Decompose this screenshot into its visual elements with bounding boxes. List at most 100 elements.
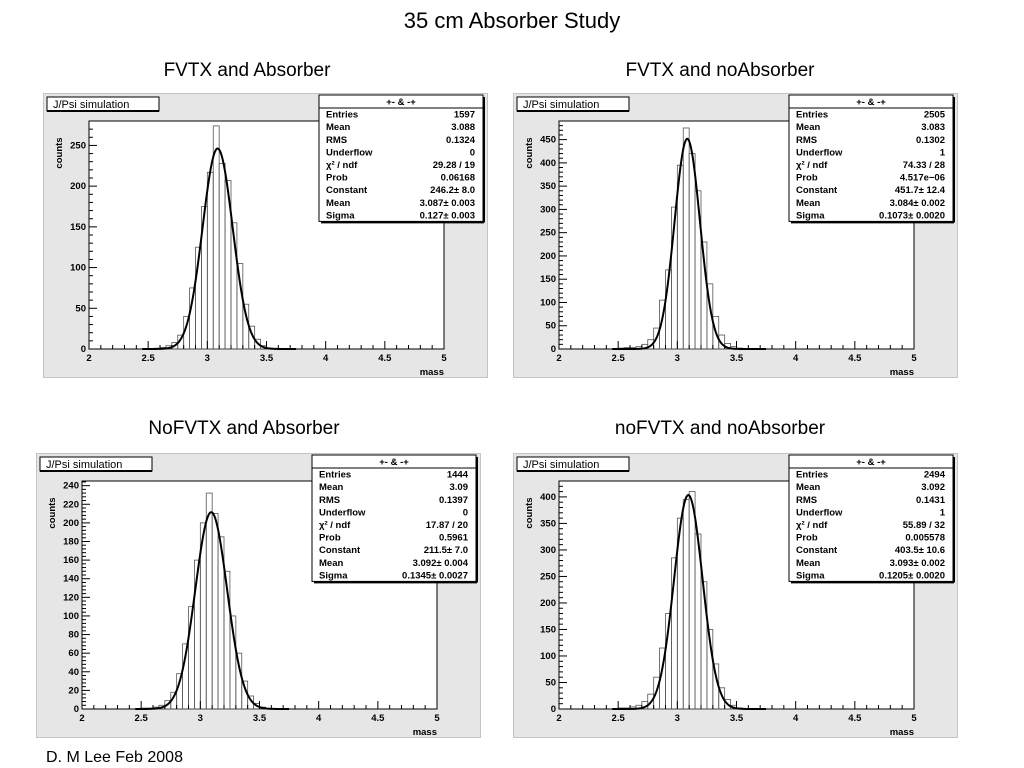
x-axis-label: mass <box>420 367 444 378</box>
y-tick-label: 200 <box>70 181 86 192</box>
x-tick-label: 4.5 <box>378 353 392 364</box>
y-tick-label: 160 <box>63 555 79 566</box>
gaussian-fit-curve <box>612 137 767 350</box>
stats-label: Prob <box>319 533 341 544</box>
y-axis-label: counts <box>47 497 58 528</box>
histogram-canvas-nofvtx-absorber: 2 2.5 3 3.5 4 4.5 5 0 20 40 60 80 100 120 140 160 180 200… <box>36 453 481 738</box>
y-tick-label: 400 <box>540 158 556 169</box>
stats-value: 0.005578 <box>905 533 945 544</box>
stats-value: 0.1073± 0.0020 <box>879 210 945 221</box>
x-tick-label: 2.5 <box>135 713 149 724</box>
x-tick-label: 3 <box>675 713 680 724</box>
y-tick-label: 300 <box>540 204 556 215</box>
stats-value: 0 <box>463 507 468 518</box>
stats-label: Entries <box>796 470 828 481</box>
histogram-svg: 2 2.5 3 3.5 4 4.5 5050100150200250300350400450… <box>516 94 955 378</box>
stats-value: 3.084± 0.002 <box>890 198 945 209</box>
y-tick-label: 200 <box>540 251 556 262</box>
x-tick-label: 5 <box>441 353 447 364</box>
panel-title-nofvtx-absorber: NoFVTX and Absorber <box>148 418 340 439</box>
x-tick-label: 4 <box>323 353 329 364</box>
stats-label: Prob <box>796 533 818 544</box>
y-tick-label: 80 <box>68 630 79 641</box>
chart-title: J/Psi simulation <box>523 99 599 111</box>
stats-value: 3.087± 0.003 <box>420 198 475 209</box>
x-tick-label: 2 <box>556 713 561 724</box>
panel-title-fvtx-absorber: FVTX and Absorber <box>163 60 331 81</box>
stats-label: Prob <box>326 173 348 184</box>
y-tick-label: 250 <box>540 228 556 239</box>
y-tick-label: 120 <box>63 592 79 603</box>
stats-value: 74.33 / 28 <box>903 160 945 171</box>
stats-label: Mean <box>796 558 820 569</box>
stats-value: 3.093± 0.002 <box>890 558 945 569</box>
y-tick-label: 0 <box>74 704 79 715</box>
stats-box <box>311 454 477 582</box>
stats-label: Entries <box>326 110 358 121</box>
y-tick-label: 150 <box>540 624 556 635</box>
stats-label: χ² / ndf <box>796 520 828 531</box>
y-tick-label: 350 <box>540 518 556 529</box>
histogram-svg: 2 2.5 3 3.5 4 4.5 5050100150200250300350400mas… <box>516 454 955 738</box>
x-tick-label: 5 <box>911 713 917 724</box>
x-tick-label: 5 <box>434 713 440 724</box>
y-tick-label: 100 <box>70 263 86 274</box>
stats-label: χ² / ndf <box>319 520 351 531</box>
y-tick-label: 200 <box>63 518 79 529</box>
y-tick-label: 150 <box>540 274 556 285</box>
stats-value: 0.1397 <box>439 495 468 506</box>
y-tick-label: 50 <box>545 677 556 688</box>
y-axis-label: counts <box>524 497 535 528</box>
x-tick-label: 2.5 <box>612 713 626 724</box>
x-tick-label: 2 <box>79 713 84 724</box>
stats-header: +- & -+ <box>386 97 416 108</box>
y-tick-label: 100 <box>540 651 556 662</box>
y-axis-label: counts <box>54 137 65 168</box>
stats-value: 3.092 <box>921 482 945 493</box>
stats-header: +- & -+ <box>856 97 886 108</box>
y-tick-label: 50 <box>545 321 556 332</box>
stats-label: Entries <box>319 470 351 481</box>
y-tick-label: 150 <box>70 222 86 233</box>
stats-label: Mean <box>796 198 820 209</box>
stats-label: Mean <box>319 558 343 569</box>
x-tick-label: 3.5 <box>730 713 744 724</box>
stats-label: χ² / ndf <box>326 160 358 171</box>
x-axis-label: mass <box>890 367 914 378</box>
x-tick-label: 5 <box>911 353 917 364</box>
stats-label: Mean <box>796 122 820 133</box>
histogram-svg: 2 2.5 3 3.5 4 4.5 5 0 20 40 60 80 100 120 140 160 180 200… <box>39 454 478 738</box>
y-tick-label: 60 <box>68 648 79 659</box>
x-tick-label: 4 <box>793 713 799 724</box>
page-title: 35 cm Absorber Study <box>403 8 621 33</box>
histogram-bar <box>718 334 726 350</box>
stats-label: RMS <box>796 495 817 506</box>
stats-value: 4.517e−06 <box>900 173 945 184</box>
y-tick-label: 220 <box>63 499 79 510</box>
histogram-svg: 2 2.5 3 3.5 4 4.5 5050100150200250masscountsJ/… <box>46 94 485 378</box>
y-tick-label: 400 <box>540 492 556 503</box>
y-tick-label: 350 <box>540 181 556 192</box>
stats-box <box>788 454 954 582</box>
stats-value: 0.1302 <box>916 135 945 146</box>
x-tick-label: 4 <box>793 353 799 364</box>
stats-label: Underflow <box>319 507 366 518</box>
stats-value: 0.1345± 0.0027 <box>402 570 468 581</box>
stats-label: Sigma <box>319 570 348 581</box>
x-axis-label: mass <box>890 727 914 738</box>
histogram-canvas-nofvtx-noabsorber: 2 2.5 3 3.5 4 4.5 5 0 50 100 150 200 250 300 350 400 mas… <box>513 453 958 738</box>
stats-value: 0 <box>470 147 475 158</box>
stats-header: +- & -+ <box>856 457 886 468</box>
y-tick-label: 50 <box>75 303 86 314</box>
y-tick-label: 100 <box>540 297 556 308</box>
stats-value: 0.06168 <box>441 173 475 184</box>
x-tick-label: 2 <box>556 353 561 364</box>
stats-value: 0.127± 0.003 <box>420 210 475 221</box>
y-tick-label: 140 <box>63 574 79 585</box>
chart-title: J/Psi simulation <box>523 459 599 471</box>
stats-value: 3.088 <box>451 122 475 133</box>
stats-value: 0.1324 <box>446 135 476 146</box>
histogram-bar <box>718 687 726 710</box>
x-tick-label: 4.5 <box>371 713 385 724</box>
histogram-canvas-fvtx-noabsorber: 2 2.5 3 3.5 4 4.5 5 0 50 100 150 200 250 300 350 400 450… <box>513 93 958 378</box>
